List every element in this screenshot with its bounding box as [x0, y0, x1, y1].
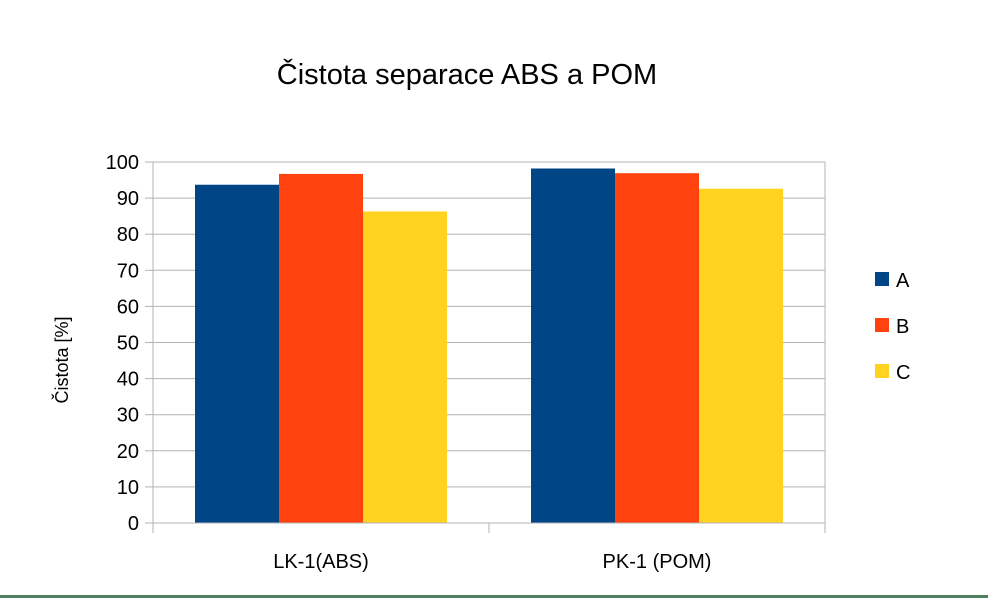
legend-swatch-A: [875, 272, 889, 286]
bar-A-1: [195, 184, 279, 524]
y-tick-label: 0: [128, 513, 139, 535]
y-tick-label: 60: [117, 296, 139, 318]
legend-swatch-C: [875, 364, 889, 378]
bar-A-2: [531, 168, 615, 524]
chart-title: Čistota separace ABS a POM: [277, 57, 657, 91]
bar-C-1: [363, 211, 447, 523]
legend-label: C: [896, 362, 910, 384]
y-tick-label: 10: [117, 477, 139, 499]
bar-B-1: [279, 173, 363, 523]
y-tick-label: 100: [106, 152, 139, 174]
bars: [195, 168, 783, 524]
x-tick-label: PK-1 (POM): [603, 551, 712, 573]
legend-swatch-B: [875, 318, 889, 332]
y-tick-label: 50: [117, 333, 139, 355]
legend: A B C: [875, 270, 910, 384]
y-tick-label: 30: [117, 405, 139, 427]
bottom-border: [0, 595, 988, 598]
bar-C-2: [699, 188, 783, 524]
y-tick-label: 90: [117, 188, 139, 210]
axes: 0 10 20 30 40 50 60 70 80 90 100 LK-1(ABS) PK-1 (POM…: [106, 152, 826, 573]
legend-label: A: [896, 270, 910, 292]
x-tick-label: LK-1(ABS): [273, 551, 369, 573]
y-tick-label: 80: [117, 224, 139, 246]
y-tick-label: 20: [117, 441, 139, 463]
y-axis-label: Čistota [%]: [51, 316, 72, 403]
legend-label: B: [896, 316, 909, 338]
bar-B-2: [615, 173, 699, 524]
y-tick-label: 40: [117, 369, 139, 391]
y-tick-label: 70: [117, 260, 139, 282]
